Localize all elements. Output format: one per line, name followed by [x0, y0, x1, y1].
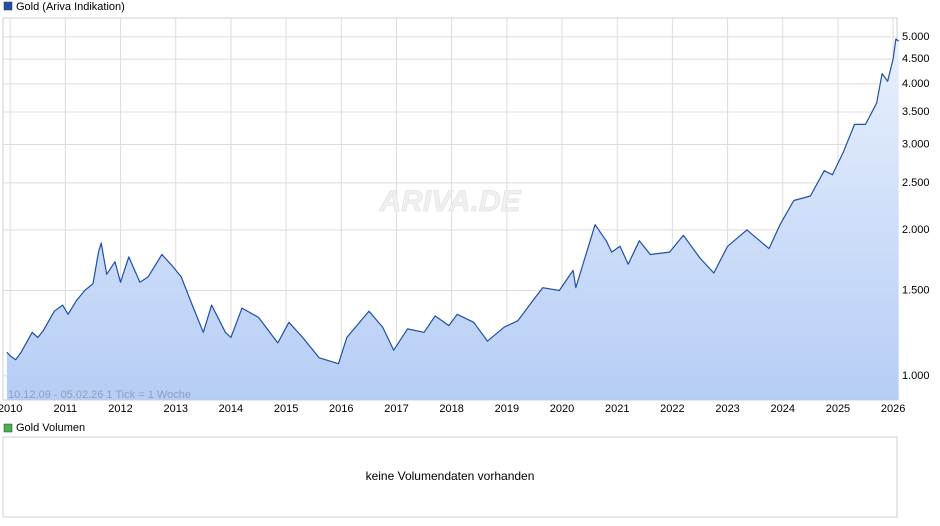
x-tick-label: 2019	[495, 403, 519, 415]
plot	[6, 38, 900, 400]
x-tick-label: 2022	[660, 403, 684, 415]
volume-legend: Gold Volumen	[16, 422, 85, 434]
x-tick-label: 2016	[329, 403, 353, 415]
y-tick-label: 2.500	[902, 177, 930, 189]
x-tick-label: 2021	[605, 403, 629, 415]
x-tick-label: 2014	[219, 403, 243, 415]
price-line	[6, 38, 900, 365]
x-tick-label: 2024	[771, 403, 795, 415]
y-tick-label: 1.500	[902, 284, 930, 296]
x-tick-label: 2023	[715, 403, 739, 415]
y-tick-label: 2.000	[902, 224, 930, 236]
x-tick-label: 2012	[108, 403, 132, 415]
x-tick-label: 2020	[550, 403, 574, 415]
legend-swatch	[3, 1, 13, 11]
area	[6, 39, 899, 400]
x-tick-label: 2018	[439, 403, 463, 415]
watermark: ARIVA.DE	[378, 185, 521, 218]
annotation: 10.12.09 - 05.02.26 1 Tick = 1 Woche	[8, 389, 191, 401]
x-tick-label: 2010	[0, 403, 22, 415]
y-tick-label: 3.500	[902, 106, 930, 118]
x-tick-label: 2015	[274, 403, 298, 415]
volume-panel	[2, 436, 898, 518]
x-tick-label: 2025	[826, 403, 850, 415]
x-tick-label: 2011	[54, 403, 78, 415]
volume-legend-swatch	[3, 423, 13, 433]
legend-label: Gold (Ariva Indikation)	[16, 1, 125, 13]
x-tick-label: 2017	[384, 403, 408, 415]
y-tick-label: 3.000	[902, 138, 930, 150]
y-tick-label: 4.500	[902, 53, 930, 65]
y-tick-label: 4.000	[902, 78, 930, 90]
x-tick-label: 2026	[881, 403, 905, 415]
x-tick-label: 2013	[163, 403, 187, 415]
volume-message: keine Volumendaten vorhanden	[366, 469, 535, 483]
y-tick-label: 1.000	[902, 370, 930, 382]
y-tick-label: 5.000	[902, 31, 930, 43]
